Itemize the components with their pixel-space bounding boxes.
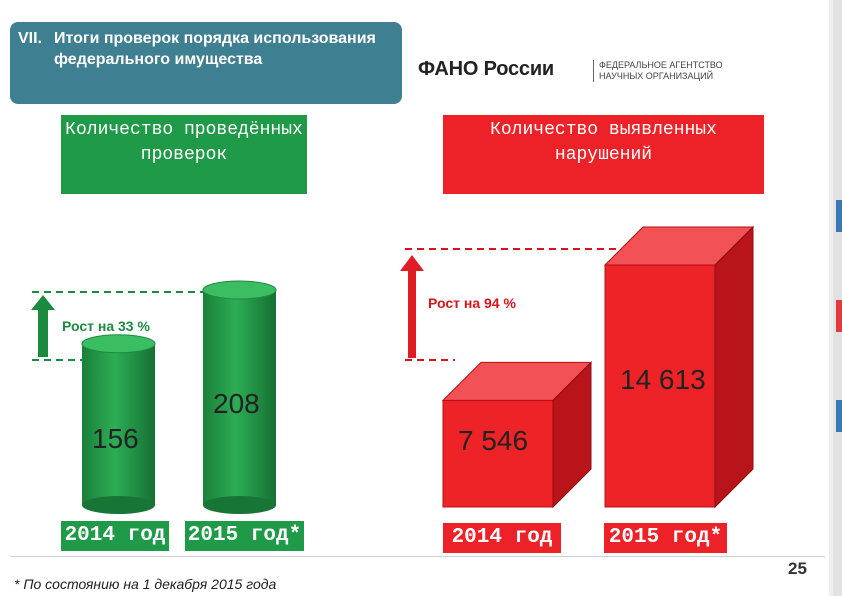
logo-separator <box>593 60 594 82</box>
section-number: VII. <box>18 30 43 47</box>
violations-header: Количество выявленных нарушений <box>443 115 764 194</box>
section-title-box: VII. Итоги проверок порядка использовани… <box>10 22 402 104</box>
growth-arrow-up-icon <box>31 295 55 357</box>
checks-value-2014: 156 <box>92 423 139 454</box>
violations-value-2015: 14 613 <box>620 364 706 395</box>
side-strip-inner <box>833 0 842 596</box>
checks-chart <box>31 280 277 514</box>
violations-growth-label: Рост на 94 % <box>428 295 516 311</box>
footer-rule <box>10 556 825 557</box>
checks-year-2015: 2015 год* <box>185 521 304 551</box>
checks-growth-label: Рост на 33 % <box>62 318 150 334</box>
violations-year-2015: 2015 год* <box>604 523 727 553</box>
logo-brand: ФАНО России <box>418 58 555 80</box>
violations-value-2014: 7 546 <box>458 425 529 456</box>
side-marker-blue-2 <box>836 400 842 432</box>
logo-subtitle-line2: НАУЧНЫХ ОРГАНИЗАЦИЙ <box>599 71 714 81</box>
growth-arrow-up-icon <box>400 255 424 358</box>
checks-year-2014: 2014 год <box>61 521 169 551</box>
violations-chart <box>400 225 755 509</box>
checks-bar-2014 <box>81 334 156 514</box>
violations-bar-2014 <box>441 361 593 509</box>
side-marker-red <box>836 300 842 332</box>
footnote: * По состоянию на 1 декабря 2015 года <box>14 576 277 592</box>
side-marker-blue <box>836 200 842 232</box>
checks-value-2015: 208 <box>213 388 260 419</box>
logo-subtitle: ФЕДЕРАЛЬНОЕ АГЕНТСТВО НАУЧНЫХ ОРГАНИЗАЦИ… <box>599 60 723 82</box>
fano-logo: ФАНО России ФЕДЕРАЛЬНОЕ АГЕНТСТВО НАУЧНЫ… <box>418 58 748 88</box>
violations-bar-2015 <box>603 225 755 509</box>
page-number: 25 <box>788 559 807 578</box>
section-title: Итоги проверок порядка использования фед… <box>54 30 376 68</box>
violations-year-2014: 2014 год <box>443 523 561 553</box>
logo-subtitle-line1: ФЕДЕРАЛЬНОЕ АГЕНТСТВО <box>599 60 723 70</box>
checks-bar-2015 <box>202 280 277 514</box>
checks-header: Количество проведённых проверок <box>61 115 307 194</box>
